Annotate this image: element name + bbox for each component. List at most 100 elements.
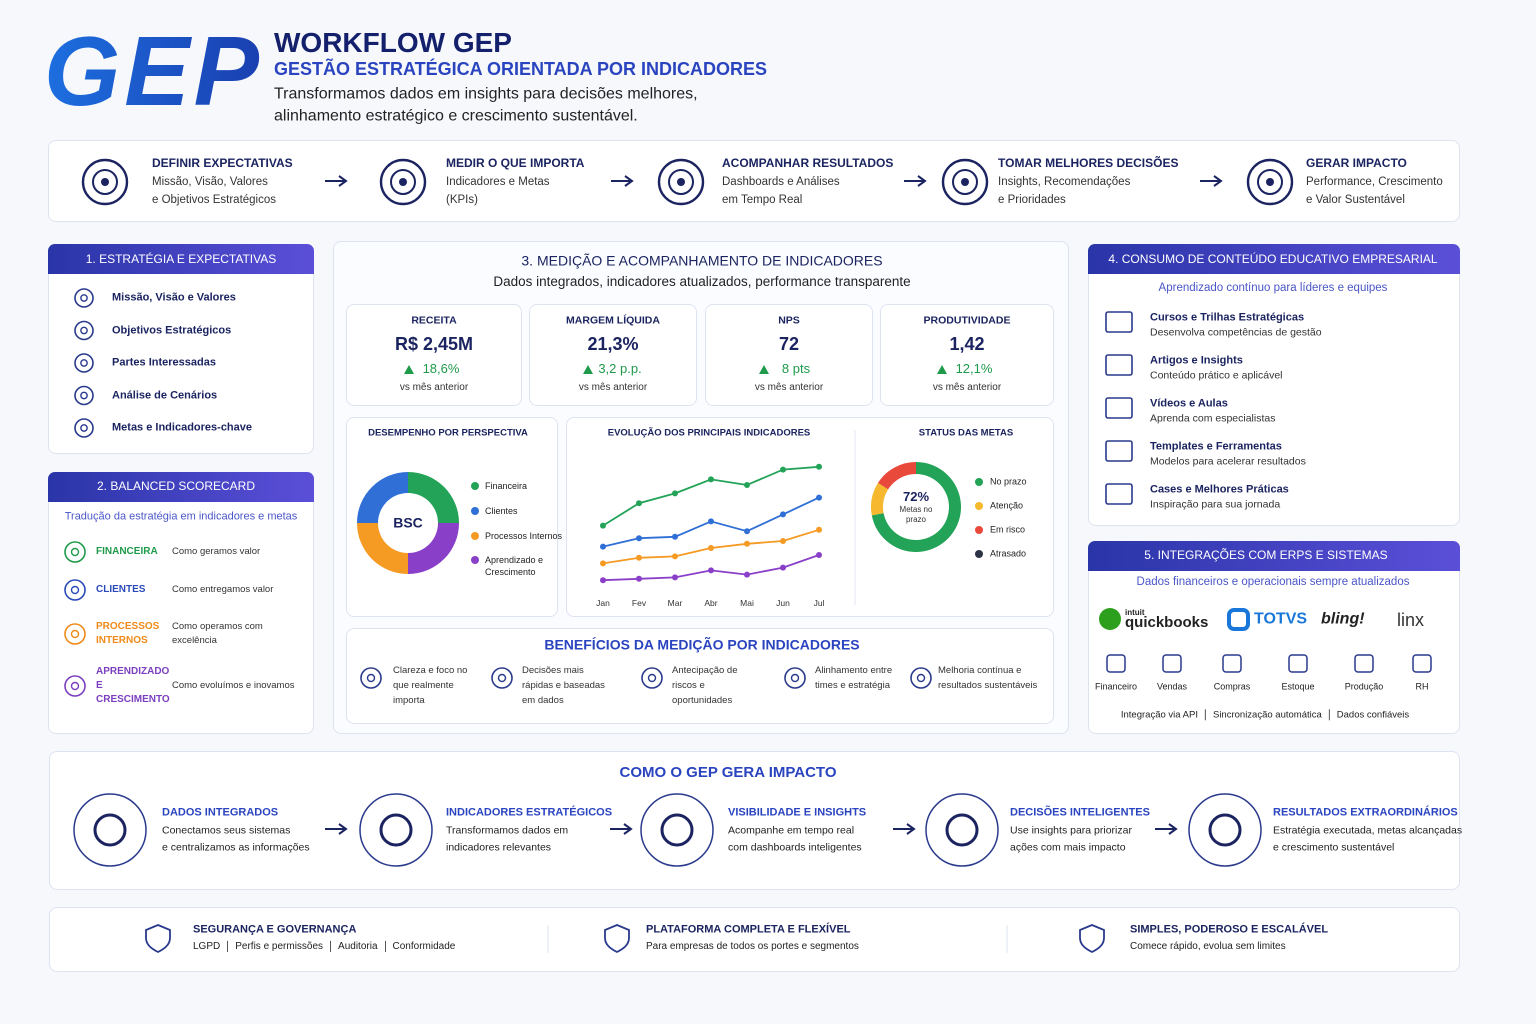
trend-point bbox=[708, 545, 714, 551]
donut-slice bbox=[408, 523, 459, 574]
brand-logo bbox=[1227, 608, 1250, 631]
kpi-note: vs mês anterior bbox=[578, 382, 648, 393]
icon bbox=[80, 294, 88, 302]
impact-text: indicadores relevantes bbox=[446, 841, 552, 854]
education-panel bbox=[1088, 244, 1460, 526]
icon bbox=[1106, 654, 1126, 673]
impact-title: DADOS INTEGRADOS bbox=[162, 806, 279, 819]
icon bbox=[80, 424, 88, 432]
step-icon bbox=[379, 158, 427, 206]
trend-point bbox=[672, 553, 678, 560]
step-text: Dashboards e Análises bbox=[722, 176, 840, 189]
x-tick-label: Jun bbox=[776, 597, 790, 608]
trend-point bbox=[744, 528, 750, 535]
icon bbox=[64, 579, 86, 601]
benefits-card bbox=[346, 628, 1054, 724]
trend-point bbox=[816, 552, 822, 558]
icon bbox=[1105, 311, 1133, 333]
impact-title: VISIBILIDADE E INSIGHTS bbox=[728, 806, 867, 819]
icon bbox=[80, 391, 88, 400]
arrow bbox=[906, 823, 916, 835]
x-tick-label: Jul bbox=[813, 597, 825, 608]
benefit: Decisões mais rápidas e baseadas em dado… bbox=[522, 665, 605, 706]
kpi-change: 8 pts bbox=[781, 361, 811, 377]
edu-title: Cases e Melhores Práticas bbox=[1150, 483, 1289, 496]
x-tick-label: Mar bbox=[667, 597, 683, 608]
impact-icon bbox=[93, 813, 127, 847]
integration-note: Integração via API bbox=[1120, 709, 1198, 721]
list-item: Missão, Visão e Valores bbox=[112, 291, 236, 304]
bsc-desc: Como entregamos valor bbox=[172, 584, 274, 595]
footer-title: SIMPLES, PODEROSO E ESCALÁVEL bbox=[1130, 923, 1329, 936]
arrow bbox=[338, 823, 348, 835]
icon bbox=[1162, 654, 1182, 673]
arrow bbox=[1213, 175, 1223, 187]
legend-label: Processos Internos bbox=[485, 531, 563, 541]
donut-slice bbox=[357, 472, 408, 523]
tagline: Transformamos dados em insights para dec… bbox=[274, 85, 698, 103]
impact-title: RESULTADOS EXTRAORDINÁRIOS bbox=[1273, 806, 1458, 819]
chart-title: STATUS DAS METAS bbox=[918, 427, 1014, 439]
edu-title: Artigos e Insights bbox=[1150, 354, 1243, 367]
section-title: COMO O GEP GERA IMPACTO bbox=[619, 764, 837, 781]
legend-label: Clientes bbox=[485, 506, 518, 516]
trend-point bbox=[708, 476, 714, 483]
list-item: Objetivos Estratégicos bbox=[112, 323, 232, 336]
bsc-desc: Como evoluímos e inovamos bbox=[172, 680, 295, 691]
up-triangle bbox=[583, 365, 593, 374]
icon bbox=[80, 359, 88, 367]
footer-icon bbox=[604, 924, 630, 954]
benefit: Alinhamento entre times e estratégia bbox=[815, 665, 893, 691]
trend-point bbox=[600, 560, 606, 567]
step-text: e Objetivos Estratégicos bbox=[152, 194, 277, 207]
icon bbox=[1288, 654, 1308, 673]
trend-point bbox=[708, 567, 714, 574]
impact-text: Transformamos dados em bbox=[446, 824, 569, 837]
legend-dot bbox=[975, 550, 983, 558]
icon bbox=[916, 673, 926, 683]
impact-icon bbox=[379, 813, 413, 847]
impact-text: Use insights para priorizar bbox=[1010, 824, 1132, 837]
step-icon bbox=[657, 158, 705, 206]
footer-part: Perfis e permissões bbox=[235, 941, 324, 953]
impact-icon bbox=[359, 793, 433, 867]
icon bbox=[1105, 354, 1133, 376]
integration-note: Dados confiáveis bbox=[1336, 709, 1410, 721]
section-title: BENEFÍCIOS DA MEDIÇÃO POR INDICADORES bbox=[544, 636, 860, 653]
separator bbox=[1204, 709, 1206, 721]
up-triangle bbox=[404, 365, 414, 374]
kpi-value: 1,42 bbox=[949, 334, 985, 355]
edu-title: Vídeos e Aulas bbox=[1150, 397, 1228, 410]
icon bbox=[80, 326, 88, 335]
chart-title: DESEMPENHO POR PERSPECTIVA bbox=[368, 427, 528, 439]
step-title: TOMAR MELHORES DECISÕES bbox=[998, 155, 1179, 170]
trend-point bbox=[672, 533, 678, 540]
brand: intuit bbox=[1125, 608, 1145, 618]
panel-subtitle: Tradução da estratégia em indicadores e … bbox=[64, 510, 298, 523]
brand: bling! bbox=[1321, 610, 1365, 628]
footer-title: SEGURANÇA E GOVERNANÇA bbox=[193, 923, 357, 936]
kpi-change: 18,6% bbox=[422, 361, 460, 377]
trend-point bbox=[636, 554, 642, 561]
trend-point bbox=[816, 463, 822, 470]
icon bbox=[784, 667, 806, 689]
donut-note: Metas no prazo bbox=[899, 505, 933, 524]
legend-dot bbox=[471, 507, 479, 515]
donut-slice bbox=[408, 472, 459, 523]
bsc-name: APRENDIZADO E CRESCIMENTO bbox=[96, 666, 170, 705]
edu-desc: Modelos para acelerar resultados bbox=[1150, 455, 1306, 468]
kpi-label: PRODUTIVIDADE bbox=[923, 314, 1011, 327]
trend-point bbox=[816, 526, 822, 533]
icon bbox=[74, 418, 94, 438]
legend-label: Atrasado bbox=[990, 548, 1027, 559]
impact-icon bbox=[73, 793, 147, 867]
step-icon bbox=[952, 169, 978, 195]
trend-point bbox=[600, 543, 606, 550]
arrow bbox=[917, 175, 927, 187]
impact-text: Acompanhe em tempo real bbox=[728, 824, 855, 837]
panel-title: 2. BALANCED SCORECARD bbox=[96, 478, 256, 493]
panel-header bbox=[1088, 244, 1460, 274]
footer-part: Para empresas de todos os portes e segme… bbox=[646, 941, 859, 952]
title: WORKFLOW GEP bbox=[274, 27, 512, 59]
trend-point bbox=[672, 574, 678, 581]
